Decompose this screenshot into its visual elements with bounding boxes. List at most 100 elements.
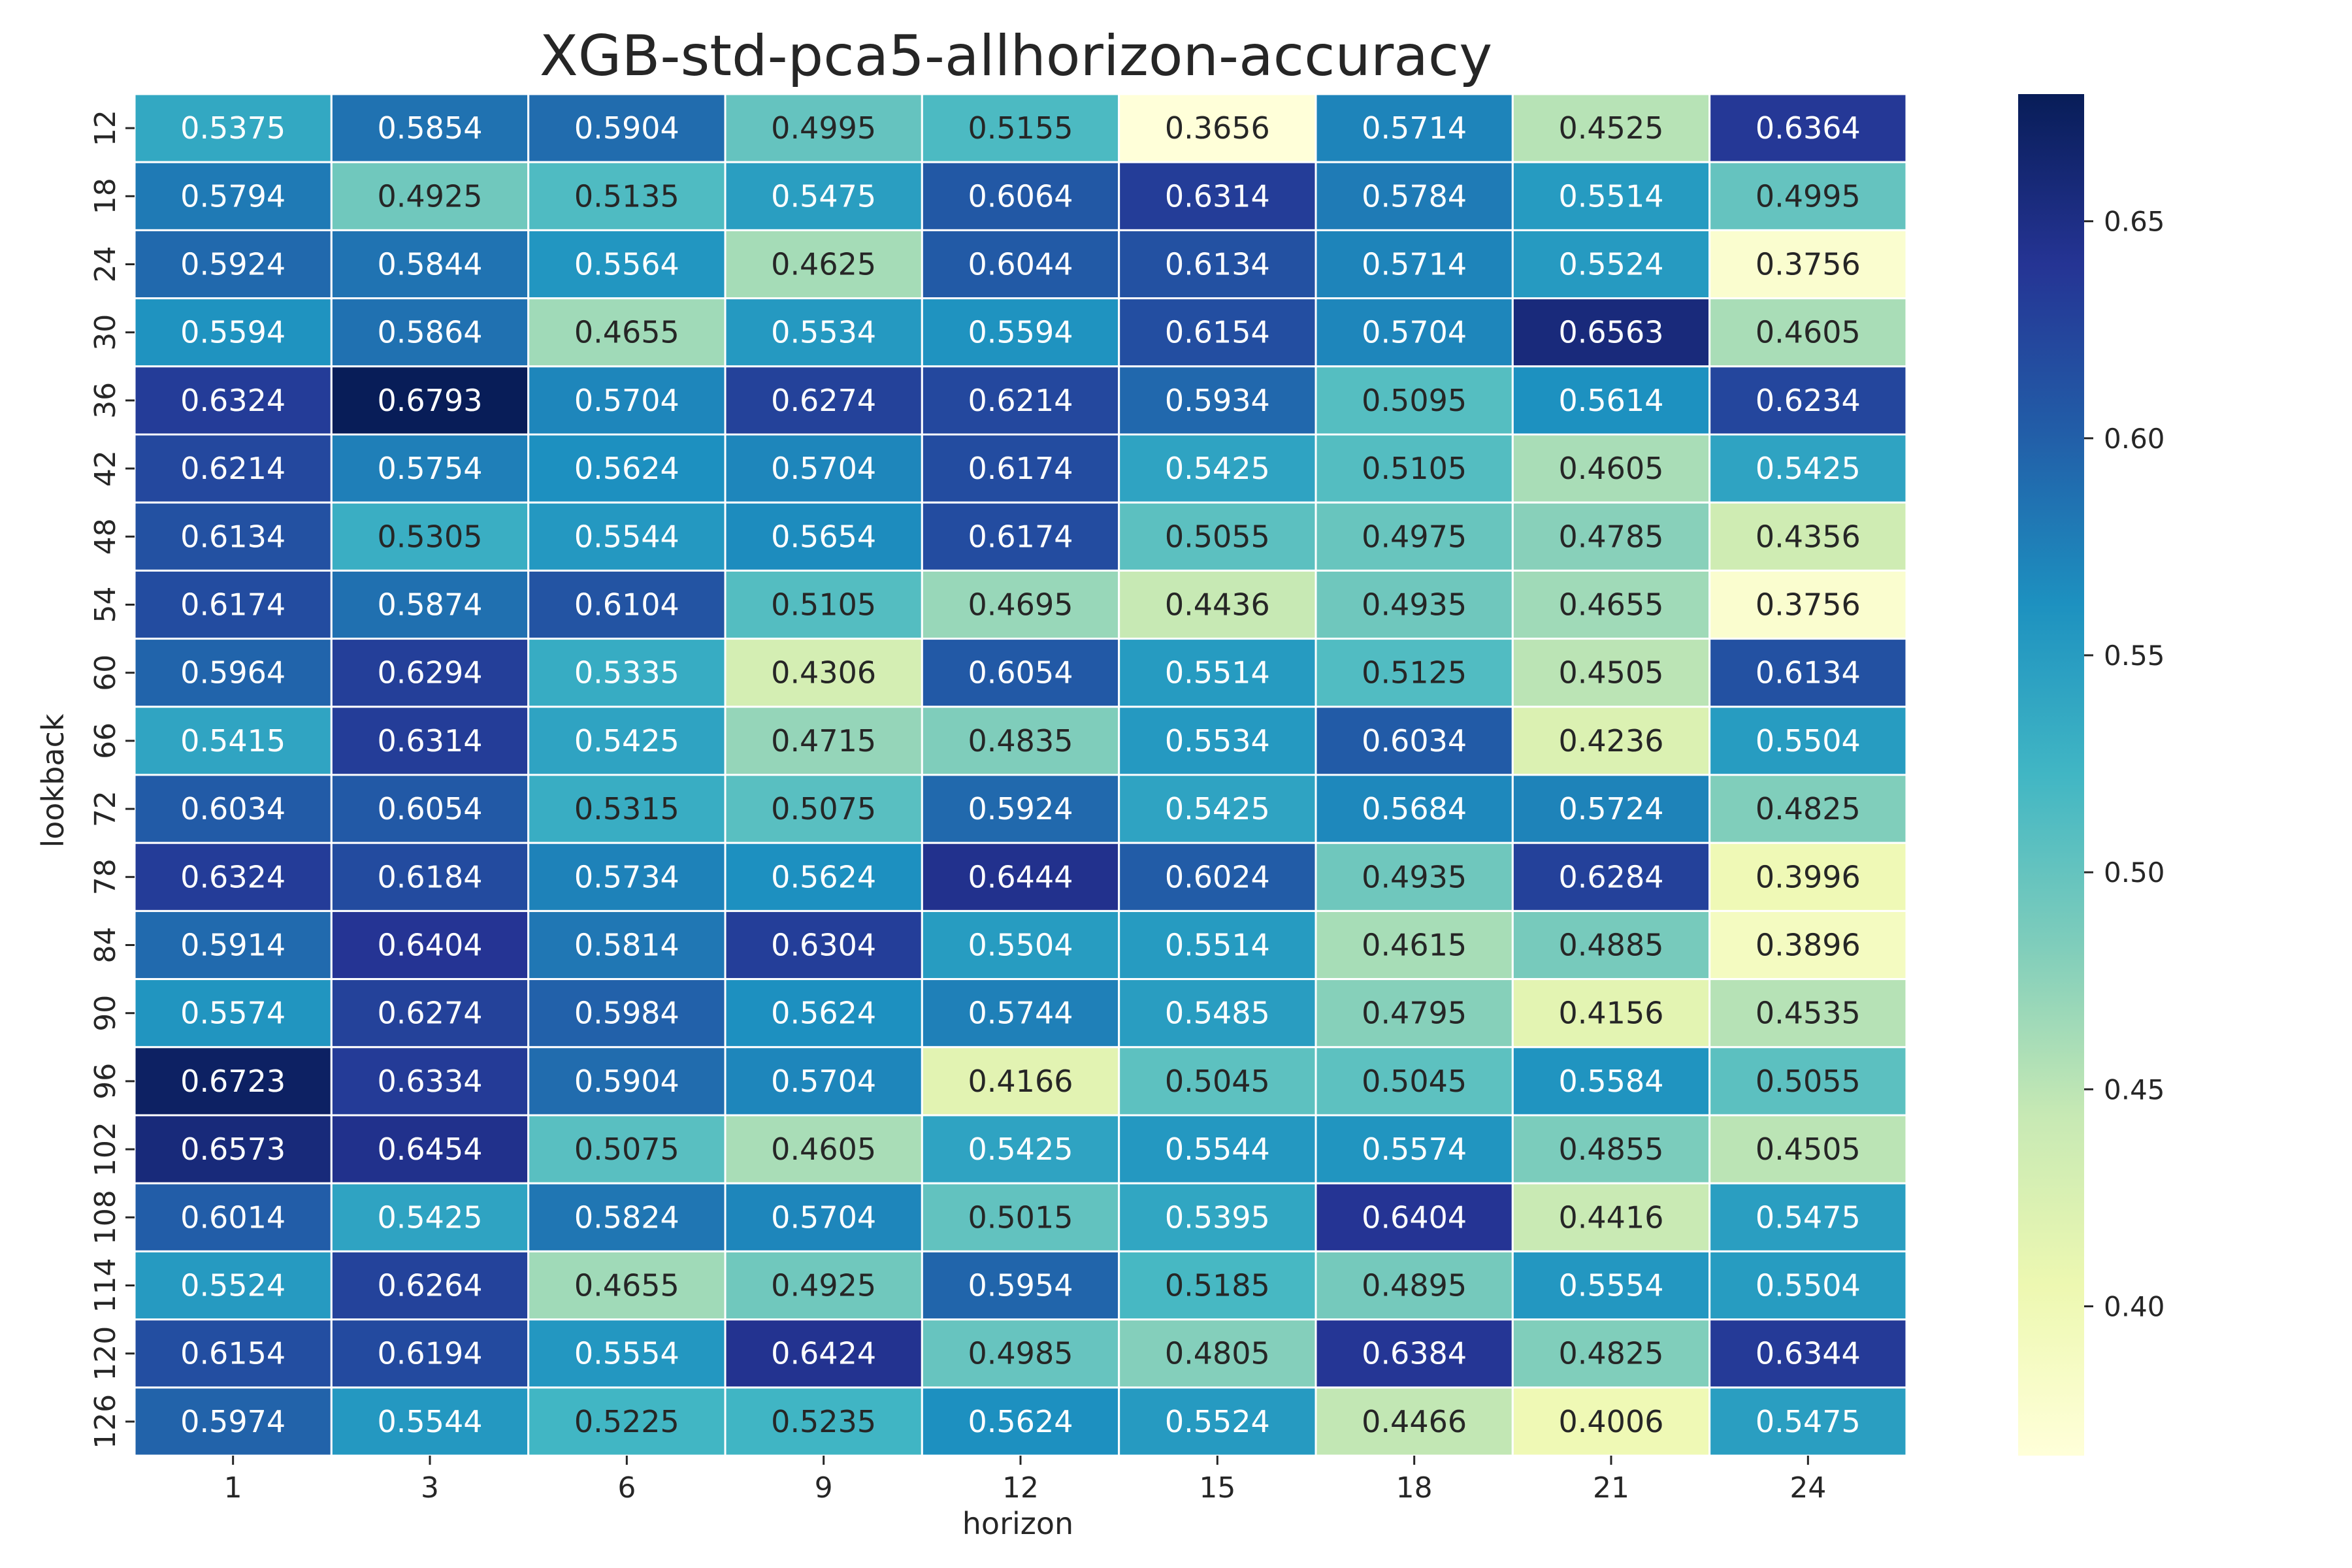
heatmap-cell-value: 0.6034 [1362,723,1467,759]
y-tick-label: 126 [89,1394,122,1449]
heatmap-cell-value: 0.5534 [1165,723,1270,759]
x-axis: 1 3 6 9 12 15 18 21 24 [224,1456,1826,1505]
heatmap-cell-value: 0.4156 [1559,996,1664,1031]
heatmap-cell [921,433,1120,504]
heatmap-cell [724,569,923,640]
heatmap-cell [330,638,530,708]
heatmap-cell [330,706,530,776]
heatmap-cell-value: 0.6324 [180,383,286,418]
heatmap-cell [1708,978,1908,1049]
heatmap-cell-value: 0.5105 [1362,451,1467,486]
heatmap-cell-value: 0.6314 [378,723,483,759]
heatmap-cell [1315,229,1514,300]
heatmap-cell-value: 0.3896 [1756,928,1861,963]
heatmap-cell-value: 0.4785 [1559,519,1664,554]
colorbar-tick-label: 0.60 [2104,423,2165,455]
heatmap-cell-value: 0.5475 [1756,1404,1861,1439]
heatmap-cell [1708,365,1908,436]
heatmap-cell-value: 0.5904 [574,1064,679,1099]
heatmap-cell [1708,161,1908,231]
heatmap-cell-value: 0.4825 [1559,1336,1664,1371]
heatmap-cell [1118,365,1317,436]
heatmap-cell [1118,774,1317,844]
heatmap-cell [1315,706,1514,776]
x-tick-label: 12 [1002,1471,1039,1505]
heatmap-cell-value: 0.4416 [1559,1200,1664,1235]
heatmap-cell [724,841,923,912]
heatmap-cell [724,1318,923,1389]
y-tick-label: 66 [89,723,122,759]
heatmap-cell [1708,1318,1908,1389]
heatmap-cell-value: 0.5814 [574,928,679,963]
heatmap-cell [724,1182,923,1252]
heatmap-cell [133,1046,333,1117]
heatmap-cell-value: 0.5714 [1362,110,1467,146]
heatmap-cell [133,569,333,640]
heatmap-cell-value: 0.6154 [180,1336,286,1371]
heatmap-cell [330,1386,530,1457]
heatmap-cell [1118,706,1317,776]
heatmap-cell-value: 0.6723 [180,1064,286,1099]
heatmap-cell [724,706,923,776]
heatmap-cell-value: 0.5524 [1559,247,1664,282]
heatmap-cell-value: 0.4825 [1756,791,1861,826]
heatmap-cell-value: 0.6174 [180,587,286,623]
heatmap-cell-value: 0.5794 [180,178,286,214]
y-tick-label: 18 [89,178,122,214]
heatmap-cell-value: 0.4985 [968,1336,1073,1371]
heatmap-cell [921,229,1120,300]
heatmap-cell-value: 0.6404 [378,928,483,963]
heatmap-cell [1708,774,1908,844]
heatmap-cell-value: 0.5475 [1756,1200,1861,1235]
heatmap-cell [133,1182,333,1252]
y-tick-label: 24 [89,246,122,283]
heatmap-cell [330,909,530,981]
x-tick-label: 3 [421,1471,439,1505]
heatmap-cell-value: 0.4975 [1362,519,1467,554]
heatmap-cell [527,93,727,163]
heatmap-cell-value: 0.6274 [378,996,483,1031]
heatmap-cell-value: 0.6793 [378,383,483,418]
heatmap-cell-value: 0.5614 [1559,383,1664,418]
heatmap-cell-value: 0.4525 [1559,110,1664,146]
heatmap-cell-value: 0.4855 [1559,1132,1664,1167]
heatmap-cell [1315,774,1514,844]
heatmap-cell-value: 0.5554 [574,1336,679,1371]
heatmap-cell [1315,909,1514,981]
heatmap-cell-value: 0.6444 [968,859,1073,894]
heatmap-cell [133,638,333,708]
heatmap-cell-value: 0.4995 [771,110,876,146]
colorbar-tick-label: 0.55 [2104,640,2165,672]
heatmap-cell-value: 0.5485 [1165,996,1270,1031]
heatmap-cell-value: 0.5714 [1362,247,1467,282]
heatmap-cell-value: 0.5504 [1756,723,1861,759]
heatmap-cell [527,841,727,912]
heatmap-cell [1708,229,1908,300]
heatmap-cell [330,433,530,504]
heatmap-cell-value: 0.5135 [574,178,679,214]
heatmap-cell [330,297,530,368]
y-tick-label: 108 [89,1190,122,1245]
heatmap-cell [1118,1386,1317,1457]
heatmap-cell-value: 0.5514 [1165,928,1270,963]
heatmap-cell-value: 0.5425 [1756,451,1861,486]
heatmap-cell-value: 0.6324 [180,859,286,894]
heatmap-cell-value: 0.6384 [1362,1336,1467,1371]
heatmap-cell-value: 0.6304 [771,928,876,963]
heatmap-cell-value: 0.5974 [180,1404,286,1439]
heatmap-cell-value: 0.5395 [1165,1200,1270,1235]
heatmap-cell-value: 0.6454 [378,1132,483,1167]
heatmap-cell [330,1250,530,1321]
heatmap-cell [527,978,727,1049]
heatmap-cell [1511,1250,1711,1321]
heatmap-cell-value: 0.5564 [574,247,679,282]
heatmap-cell [527,569,727,640]
heatmap-cell [1315,1114,1514,1184]
heatmap-cell [527,1182,727,1252]
heatmap-cell [1708,1386,1908,1457]
heatmap-cell-value: 0.6044 [968,247,1073,282]
y-tick-label: 84 [89,927,122,964]
heatmap-cell [133,501,333,572]
heatmap-cell-value: 0.5704 [771,1064,876,1099]
heatmap-cell-value: 0.5375 [180,110,286,146]
